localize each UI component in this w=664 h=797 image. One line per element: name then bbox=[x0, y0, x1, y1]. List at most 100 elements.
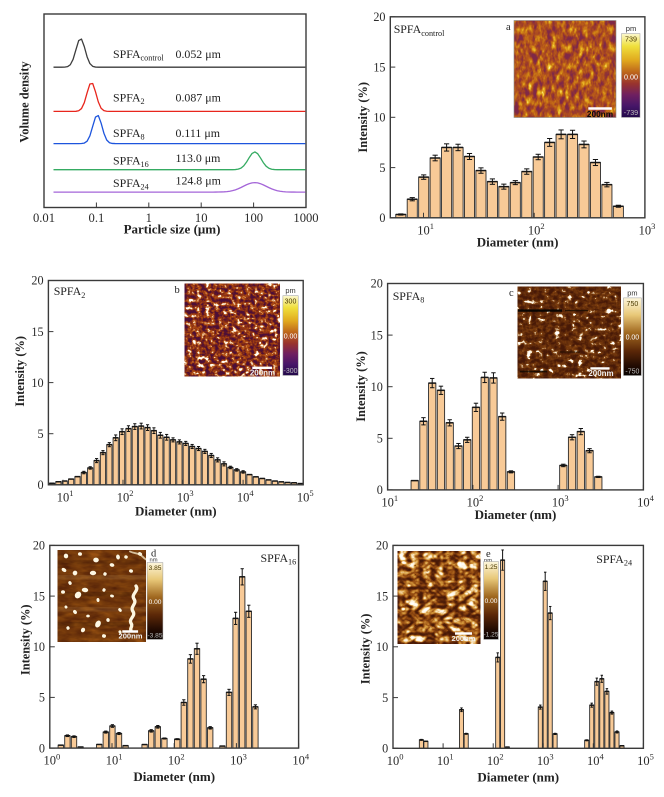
svg-text:102: 102 bbox=[117, 488, 134, 504]
svg-text:-300: -300 bbox=[283, 368, 297, 375]
svg-text:10: 10 bbox=[376, 640, 388, 654]
svg-text:20: 20 bbox=[31, 274, 43, 288]
svg-text:739: 739 bbox=[625, 35, 637, 44]
svg-text:0.052 μm: 0.052 μm bbox=[176, 47, 222, 61]
svg-text:Volume density: Volume density bbox=[17, 61, 31, 143]
svg-text:200nm: 200nm bbox=[250, 369, 275, 378]
svg-text:5: 5 bbox=[39, 691, 45, 705]
svg-text:5: 5 bbox=[377, 432, 383, 446]
svg-text:10: 10 bbox=[373, 111, 385, 125]
svg-text:SPFA24: SPFA24 bbox=[596, 552, 632, 568]
svg-text:0.00: 0.00 bbox=[485, 598, 498, 605]
svg-text:1.25: 1.25 bbox=[485, 564, 498, 571]
svg-text:-3.85: -3.85 bbox=[147, 633, 162, 640]
svg-text:101: 101 bbox=[381, 493, 398, 509]
svg-text:SPFA16: SPFA16 bbox=[113, 154, 149, 170]
svg-text:10: 10 bbox=[371, 380, 383, 394]
svg-text:SPFA8: SPFA8 bbox=[393, 289, 425, 305]
svg-text:0.00: 0.00 bbox=[626, 335, 640, 342]
svg-text:20: 20 bbox=[33, 539, 45, 553]
svg-text:5: 5 bbox=[379, 161, 385, 175]
svg-text:b: b bbox=[175, 285, 180, 296]
svg-text:15: 15 bbox=[376, 589, 388, 603]
svg-text:0: 0 bbox=[382, 742, 388, 756]
svg-text:103: 103 bbox=[639, 221, 656, 237]
svg-text:SPFA24: SPFA24 bbox=[113, 176, 149, 192]
svg-text:15: 15 bbox=[33, 589, 45, 603]
svg-text:10: 10 bbox=[33, 640, 45, 654]
svg-text:Diameter (nm): Diameter (nm) bbox=[477, 235, 559, 250]
svg-text:c: c bbox=[509, 288, 514, 299]
svg-text:104: 104 bbox=[587, 752, 605, 768]
svg-text:5: 5 bbox=[382, 691, 388, 705]
svg-text:5: 5 bbox=[38, 427, 44, 441]
svg-text:Intensity (%): Intensity (%) bbox=[358, 614, 372, 685]
svg-text:100: 100 bbox=[44, 751, 61, 767]
svg-text:SPFA2: SPFA2 bbox=[54, 284, 86, 300]
svg-text:Particle size (μm): Particle size (μm) bbox=[124, 222, 221, 237]
svg-text:0: 0 bbox=[38, 478, 44, 492]
svg-text:0.1: 0.1 bbox=[89, 211, 105, 225]
svg-text:nm: nm bbox=[149, 558, 157, 564]
svg-text:20: 20 bbox=[371, 277, 383, 291]
svg-text:100: 100 bbox=[244, 211, 263, 225]
svg-text:101: 101 bbox=[106, 751, 123, 767]
svg-text:750: 750 bbox=[627, 301, 639, 308]
svg-text:20: 20 bbox=[373, 10, 385, 24]
svg-text:0.00: 0.00 bbox=[149, 599, 162, 606]
svg-text:0.01: 0.01 bbox=[33, 211, 55, 225]
svg-text:20: 20 bbox=[376, 539, 388, 553]
svg-text:d: d bbox=[151, 549, 157, 560]
svg-text:105: 105 bbox=[297, 488, 314, 504]
svg-text:0.00: 0.00 bbox=[284, 334, 298, 341]
svg-text:101: 101 bbox=[437, 752, 454, 768]
svg-text:Diameter (nm): Diameter (nm) bbox=[475, 507, 557, 522]
svg-text:300: 300 bbox=[285, 299, 297, 306]
svg-text:Intensity (%): Intensity (%) bbox=[13, 336, 27, 407]
svg-text:15: 15 bbox=[373, 60, 385, 74]
svg-text:0: 0 bbox=[377, 483, 383, 497]
svg-text:101: 101 bbox=[417, 221, 434, 237]
svg-text:SPFA2: SPFA2 bbox=[113, 91, 145, 107]
svg-text:Diameter (nm): Diameter (nm) bbox=[135, 504, 217, 519]
svg-text:Intensity (%): Intensity (%) bbox=[356, 82, 370, 153]
svg-text:SPFA16: SPFA16 bbox=[261, 551, 297, 567]
svg-text:0.111 μm: 0.111 μm bbox=[176, 126, 221, 140]
svg-text:-1.25: -1.25 bbox=[483, 632, 498, 639]
svg-text:15: 15 bbox=[371, 328, 383, 342]
svg-text:200nm: 200nm bbox=[588, 369, 613, 378]
svg-text:113.0 μm: 113.0 μm bbox=[176, 151, 222, 165]
svg-text:e: e bbox=[486, 549, 491, 560]
svg-text:Intensity (%): Intensity (%) bbox=[354, 351, 368, 422]
svg-text:10: 10 bbox=[195, 211, 208, 225]
svg-text:0: 0 bbox=[39, 741, 45, 755]
svg-text:-750: -750 bbox=[625, 369, 639, 376]
svg-text:3.85: 3.85 bbox=[149, 565, 162, 572]
svg-text:200nm: 200nm bbox=[451, 634, 475, 643]
svg-text:-739: -739 bbox=[624, 108, 638, 117]
svg-text:103: 103 bbox=[177, 488, 194, 504]
svg-text:0: 0 bbox=[379, 211, 385, 225]
svg-text:15: 15 bbox=[31, 325, 43, 339]
svg-text:104: 104 bbox=[637, 493, 655, 509]
svg-text:SPFA8: SPFA8 bbox=[113, 126, 145, 142]
svg-text:104: 104 bbox=[237, 488, 255, 504]
svg-text:pm: pm bbox=[626, 24, 637, 33]
svg-text:124.8 μm: 124.8 μm bbox=[176, 174, 222, 188]
svg-text:Diameter (nm): Diameter (nm) bbox=[133, 769, 215, 784]
svg-text:a: a bbox=[506, 22, 511, 33]
svg-text:200nm: 200nm bbox=[118, 632, 142, 641]
svg-text:SPFAcontrol: SPFAcontrol bbox=[113, 47, 164, 63]
svg-text:102: 102 bbox=[168, 751, 185, 767]
svg-text:Intensity (%): Intensity (%) bbox=[18, 605, 32, 676]
svg-text:0.00: 0.00 bbox=[624, 73, 638, 82]
svg-text:SPFAcontrol: SPFAcontrol bbox=[394, 22, 445, 38]
svg-text:100: 100 bbox=[387, 752, 404, 768]
svg-text:103: 103 bbox=[230, 751, 247, 767]
svg-text:200nm: 200nm bbox=[587, 109, 613, 119]
svg-text:nm: nm bbox=[484, 558, 492, 564]
svg-text:0.087 μm: 0.087 μm bbox=[176, 91, 222, 105]
svg-text:102: 102 bbox=[487, 752, 504, 768]
svg-text:pm: pm bbox=[285, 286, 295, 295]
svg-text:105: 105 bbox=[637, 752, 654, 768]
